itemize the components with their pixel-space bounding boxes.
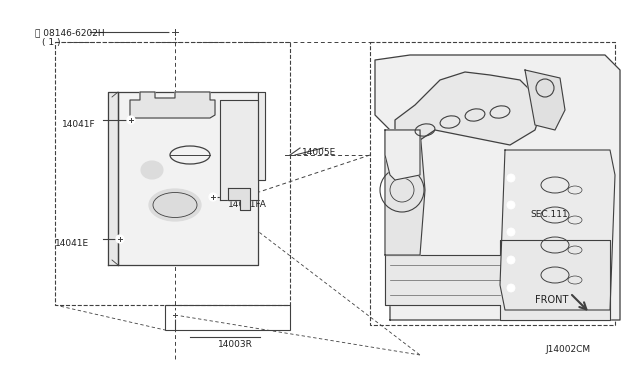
Text: Ⓑ 08146-6202H: Ⓑ 08146-6202H <box>35 28 104 37</box>
Polygon shape <box>525 70 565 130</box>
Circle shape <box>507 201 515 209</box>
Polygon shape <box>220 92 265 200</box>
Text: 14041E: 14041E <box>55 239 89 248</box>
Circle shape <box>209 193 217 201</box>
Polygon shape <box>375 55 620 320</box>
Circle shape <box>116 235 124 243</box>
Polygon shape <box>395 72 540 180</box>
Polygon shape <box>108 92 118 265</box>
Ellipse shape <box>141 161 163 179</box>
Polygon shape <box>385 130 420 180</box>
Bar <box>370 42 615 325</box>
Text: 14041F: 14041F <box>62 120 95 129</box>
Circle shape <box>127 116 135 124</box>
Text: 14041FA: 14041FA <box>228 200 267 209</box>
Polygon shape <box>130 92 215 118</box>
Circle shape <box>507 228 515 236</box>
Text: SEC.111: SEC.111 <box>530 210 568 219</box>
Bar <box>55 42 290 305</box>
Polygon shape <box>500 150 615 310</box>
Text: ( 1 ): ( 1 ) <box>42 38 61 47</box>
Text: 14005E: 14005E <box>302 148 336 157</box>
Circle shape <box>507 256 515 264</box>
Circle shape <box>507 284 515 292</box>
Circle shape <box>171 311 179 319</box>
Polygon shape <box>228 188 250 210</box>
Ellipse shape <box>149 189 201 221</box>
Bar <box>165 305 290 330</box>
Text: 14003R: 14003R <box>218 340 253 349</box>
Text: FRONT: FRONT <box>535 295 568 305</box>
Circle shape <box>170 27 180 37</box>
Text: J14002CM: J14002CM <box>545 345 590 354</box>
Circle shape <box>507 174 515 182</box>
Polygon shape <box>385 240 610 320</box>
Polygon shape <box>385 130 425 255</box>
Polygon shape <box>118 92 258 265</box>
